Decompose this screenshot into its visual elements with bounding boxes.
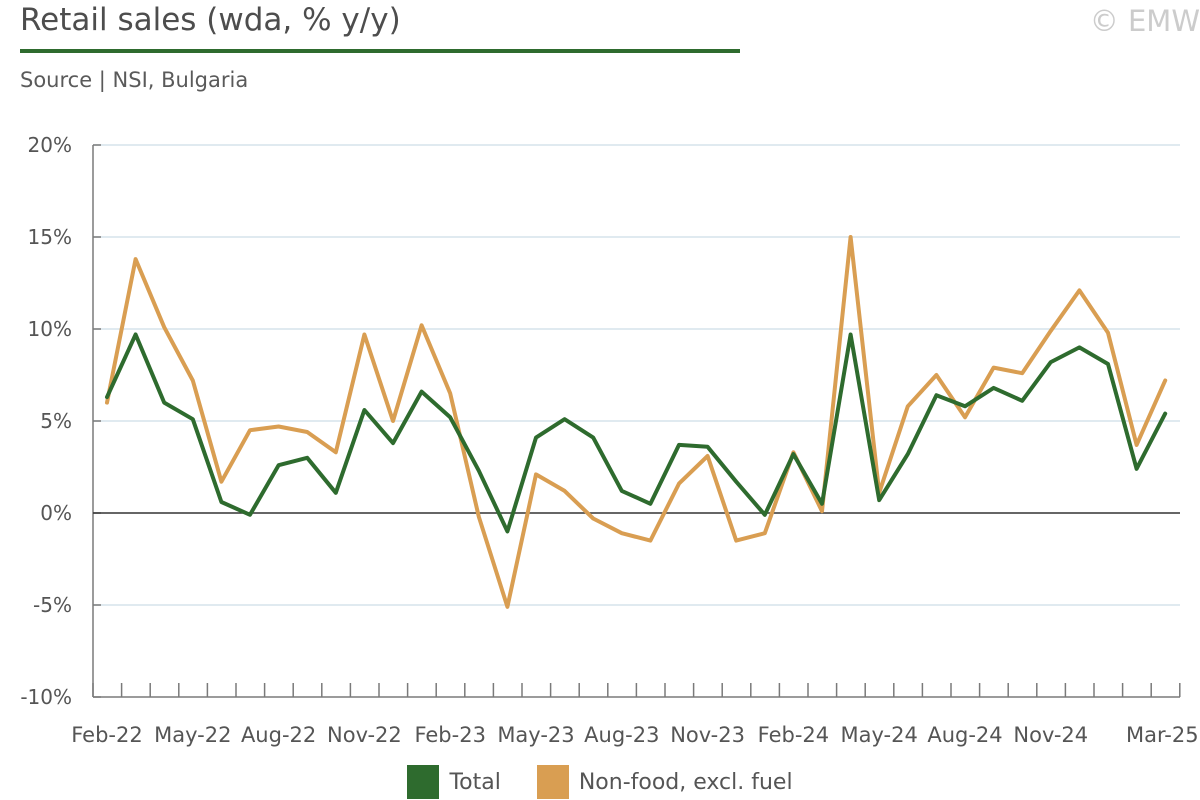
x-tick-label: Feb-23 <box>414 723 485 747</box>
title-underline <box>20 49 740 53</box>
legend-swatch-nonfood <box>536 765 569 799</box>
y-axis-labels: -10% -5% 0% 5% 10% 15% 20% <box>20 133 72 709</box>
x-tick-label: May-23 <box>497 723 574 747</box>
y-tick-label: 5% <box>40 409 72 433</box>
x-tick-label: Nov-22 <box>327 723 402 747</box>
y-tick-label: 15% <box>28 225 72 249</box>
series-line-nonfood <box>105 235 1168 609</box>
x-axis-ticks <box>92 683 1181 697</box>
legend-item-total[interactable]: Total <box>407 765 501 799</box>
legend-item-nonfood[interactable]: Non-food, excl. fuel <box>536 765 793 799</box>
x-tick-label: Feb-22 <box>71 723 142 747</box>
y-tick-label: 0% <box>40 501 72 525</box>
legend: Total Non-food, excl. fuel <box>0 765 1200 799</box>
x-tick-label: Feb-24 <box>758 723 829 747</box>
x-tick-label: May-24 <box>841 723 918 747</box>
chart-source: Source | NSI, Bulgaria <box>20 68 249 92</box>
y-tick-label: 10% <box>28 317 72 341</box>
y-tick-label: 20% <box>28 133 72 157</box>
legend-swatch-total <box>407 765 440 799</box>
series-line-total <box>105 332 1168 534</box>
legend-label-total: Total <box>449 769 501 795</box>
x-tick-label: Mar-25 <box>1126 723 1199 747</box>
gridlines <box>93 144 1180 606</box>
chart-title: Retail sales (wda, % y/y) <box>20 2 401 38</box>
x-tick-label: Aug-23 <box>584 723 659 747</box>
y-tick-label: -5% <box>33 593 72 617</box>
legend-label-nonfood: Non-food, excl. fuel <box>578 769 793 795</box>
y-tick-label: -10% <box>20 685 72 709</box>
x-axis-labels: Feb-22 May-22 Aug-22 Nov-22 Feb-23 May-23 Aug-… <box>71 723 1198 747</box>
x-tick-label: May-22 <box>154 723 231 747</box>
x-tick-label: Aug-22 <box>241 723 316 747</box>
series-lines <box>105 235 1168 609</box>
copyright-label: © EMW <box>1089 4 1200 38</box>
x-tick-label: Nov-24 <box>1013 723 1088 747</box>
x-tick-label: Nov-23 <box>670 723 745 747</box>
x-tick-label: Aug-24 <box>927 723 1002 747</box>
